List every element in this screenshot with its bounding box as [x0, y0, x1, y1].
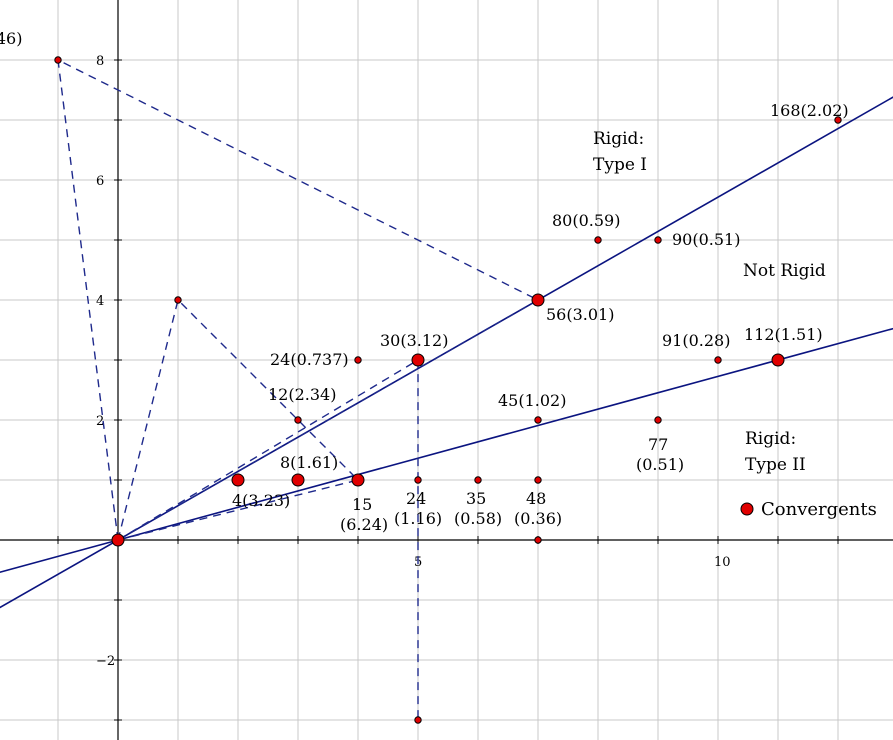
- point-label-sub: (1.16): [394, 509, 442, 528]
- point-label: 24(0.737): [270, 350, 349, 369]
- point-label: 4(3.23): [232, 491, 290, 510]
- dashed-path: [117, 299, 539, 541]
- point-label: 30(3.12): [380, 331, 448, 350]
- point-label: 35: [466, 489, 486, 508]
- lattice-point: [474, 476, 482, 484]
- lattice-points: [54, 56, 842, 724]
- legend-label: Convergents: [761, 499, 877, 520]
- convergent-point: [771, 353, 785, 367]
- region-label-type1-sub: Type I: [593, 155, 647, 175]
- lattice-point: [714, 356, 722, 364]
- point-label-sub: (0.58): [454, 509, 502, 528]
- lattice-point: [294, 416, 302, 424]
- point-label: 56(3.01): [546, 305, 614, 324]
- lattice-point: [654, 236, 662, 244]
- convergent-point: [291, 473, 305, 487]
- point-label: 12(2.34): [268, 385, 336, 404]
- legend: Convergents: [740, 499, 877, 520]
- x-tick-label: 10: [714, 555, 731, 570]
- point-label: 45(1.02): [498, 391, 566, 410]
- y-tick-label: −2: [96, 654, 115, 669]
- point-label: 168(2.02): [770, 101, 849, 120]
- point-labels: 60(0.46)4(3.23)8(1.61)12(2.34)15(6.24)24…: [0, 29, 849, 534]
- point-label-sub: (0.36): [514, 509, 562, 528]
- point-label: 15: [352, 495, 372, 514]
- point-label: 24: [406, 489, 426, 508]
- convergent-point: [411, 353, 425, 367]
- convergent-point: [111, 533, 125, 547]
- lattice-point: [174, 296, 182, 304]
- lattice-point: [54, 56, 62, 64]
- point-label: 112(1.51): [744, 325, 823, 344]
- point-label: 48: [526, 489, 546, 508]
- convergent-point: [231, 473, 245, 487]
- convergent-point: [531, 293, 545, 307]
- y-tick-label: 2: [96, 414, 104, 429]
- lattice-point: [534, 536, 542, 544]
- lattice-point: [414, 716, 422, 724]
- lattice-point: [654, 416, 662, 424]
- y-tick-label: 6: [96, 174, 104, 189]
- region-label-type2: Rigid:: [745, 429, 796, 449]
- dashed-path: [117, 358, 419, 720]
- lattice-point: [414, 476, 422, 484]
- legend-convergent-marker: [740, 502, 754, 516]
- lattice-point: [834, 116, 842, 124]
- point-label-sub: (0.51): [636, 455, 684, 474]
- point-label: 60(0.46): [0, 29, 22, 48]
- lattice-point: [354, 356, 362, 364]
- region-label-not-rigid: Not Rigid: [743, 261, 826, 281]
- point-label: 90(0.51): [672, 230, 740, 249]
- point-label: 80(0.59): [552, 211, 620, 230]
- lattice-point: [594, 236, 602, 244]
- convergent-point: [351, 473, 365, 487]
- point-label: 8(1.61): [280, 453, 338, 472]
- y-tick-label: 4: [96, 294, 104, 309]
- region-label-type1: Rigid:: [593, 129, 644, 149]
- region-label-type2-sub: Type II: [745, 455, 806, 475]
- point-label: 91(0.28): [662, 331, 730, 350]
- point-label: 77: [648, 435, 668, 454]
- lattice-point: [534, 416, 542, 424]
- lattice-point: [534, 476, 542, 484]
- y-tick-label: 8: [96, 54, 104, 69]
- point-label-sub: (6.24): [340, 515, 388, 534]
